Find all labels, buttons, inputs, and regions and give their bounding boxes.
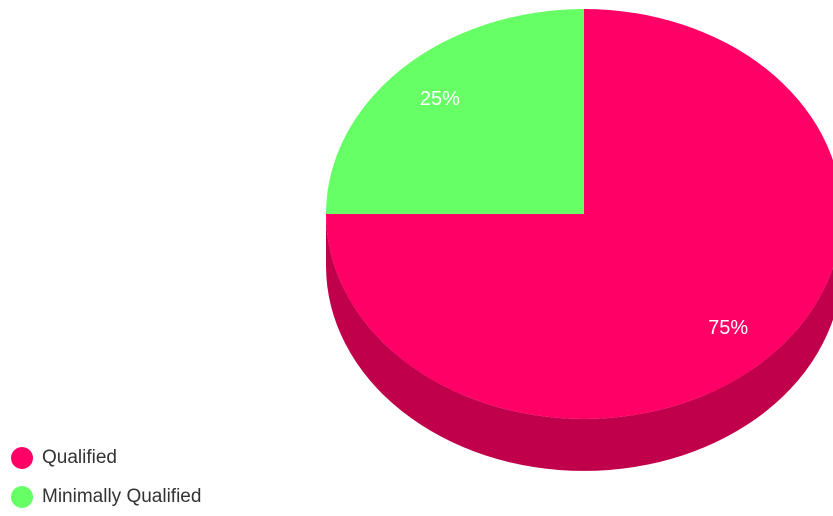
slice-side (326, 214, 833, 471)
data-label: 75% (708, 317, 748, 339)
legend-swatch (11, 486, 33, 508)
legend-swatch (11, 447, 33, 469)
slice (326, 9, 833, 419)
legend-label: Minimally Qualified (42, 486, 201, 507)
legend-label: Qualified (42, 447, 117, 468)
data-label: 25% (420, 88, 460, 110)
slice (326, 9, 584, 214)
